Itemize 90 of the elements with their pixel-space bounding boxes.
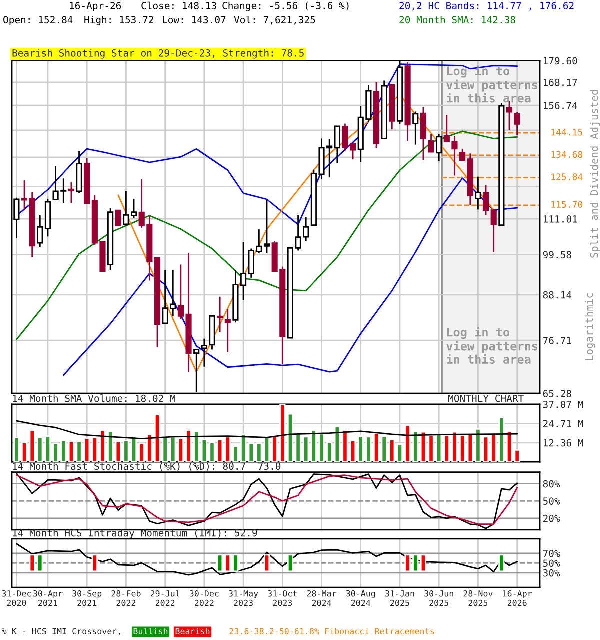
bar [21, 442, 28, 462]
y-tick-label: 30% [543, 569, 560, 577]
x-tick-label: 30-Jun 2025 [424, 590, 454, 606]
candlestick [428, 134, 434, 153]
y-axis-title: Split and Dividend Adjusted [590, 90, 600, 258]
x-tick-label: 31-Oct 2023 [268, 590, 297, 606]
x-tick-label: 31-Jan 2025 [385, 590, 414, 606]
bar [287, 413, 294, 462]
ref-line-label: 115.70 [552, 201, 583, 208]
candlestick [123, 190, 130, 226]
x-tick-label: 28-Mar 2024 [307, 590, 336, 606]
candlestick [514, 111, 520, 136]
candlestick [490, 210, 497, 254]
text: Change: -5.56 (-3.6 %) [222, 2, 349, 12]
y-tick-label: 12.36 M [544, 439, 584, 447]
y-tick-label: 80% [543, 480, 560, 488]
text: Open: 152.84 [4, 16, 73, 26]
text: MONTHLY CHART [448, 394, 524, 402]
x-tick-label: 16-Apr 2026 [503, 590, 532, 606]
y-tick-label: 76.71 [543, 337, 572, 344]
x-tick-label: 29-Jul 2022 [150, 590, 180, 606]
x-tick-label: 28-Feb 2022 [112, 590, 141, 606]
y-tick-label: 179.60 [544, 57, 578, 65]
candlestick [482, 184, 490, 216]
x-tick-label: 30-Apr 2021 [33, 590, 63, 606]
y-tick-label: 156.74 [544, 102, 578, 110]
y-tick-label: 20% [544, 514, 560, 522]
x-tick-label: 28-Nov 2025 [464, 590, 493, 606]
candlestick [21, 180, 28, 210]
annotation: Log in to view patterns in this area [446, 327, 538, 364]
text: Bullish [134, 628, 168, 635]
candlestick [475, 176, 482, 210]
text: Close: 148.13 [142, 2, 216, 10]
y-tick-label: 99.58 [543, 251, 572, 259]
chart-title: Bearish Shooting Star on 29-Dec-23, Strength: 78.5 [12, 49, 304, 59]
y-tick-label: 50% [543, 560, 560, 568]
text: High: 153.72 [84, 16, 154, 26]
x-tick-label: 30-Aug 2024 [346, 590, 376, 606]
text: Logarithmic [585, 293, 596, 360]
candlestick [37, 214, 44, 248]
text: Low: 143.07 [163, 16, 226, 24]
line-series [16, 543, 518, 576]
text: 20,2 HC Bands: 114.77 , 176.62 [400, 2, 574, 11]
band-label: Log in to view patterns in this area [446, 66, 538, 103]
candlestick [264, 199, 270, 254]
y-tick-label: 70% [543, 550, 560, 558]
candlestick [412, 111, 419, 146]
line-series [16, 130, 518, 340]
y-tick-label: 168.17 [544, 78, 578, 86]
y-tick-label: 111.01 [544, 216, 578, 223]
chart-title: 14 Month SMA Volume: 18.02 M [13, 394, 176, 402]
bar [514, 450, 520, 462]
x-tick-label: 30-Sep 2021 [72, 590, 102, 606]
y-tick-label: 65.28 [543, 390, 572, 398]
text: 16-Apr-26 [70, 2, 122, 12]
bar [130, 436, 138, 462]
candlestick [224, 308, 231, 354]
y-tick-label: 88.14 [543, 291, 572, 299]
ref-line-label: 125.84 [552, 174, 583, 180]
x-tick-label: 30-Dec 2022 [190, 590, 219, 606]
candlestick [217, 296, 224, 333]
text: Vol: 7,621,325 [234, 16, 316, 25]
bar [482, 436, 490, 462]
candlestick [115, 210, 122, 226]
text: 20 Month SMA: 142.38 [400, 16, 516, 24]
bar [44, 436, 52, 462]
bar [506, 430, 513, 462]
candlestick [334, 126, 340, 164]
text: % K - HCS IMI Crossover, [2, 628, 120, 636]
ref-line-label: 134.68 [552, 151, 583, 158]
x-tick-label: 31-May 2023 [229, 590, 258, 606]
x-tick-label: 31-Dec 2020 [2, 590, 32, 606]
candlestick [436, 134, 442, 162]
bar [154, 414, 161, 462]
line-series [16, 420, 518, 440]
candlestick [130, 198, 138, 219]
bar [264, 436, 270, 462]
candlestick [460, 148, 466, 162]
bar [396, 444, 404, 462]
ref-line-label: 144.15 [552, 129, 582, 136]
text: 23.6-38.2-50-61.8% Fibonacci Retracements [230, 628, 434, 635]
y-tick-label: 37.07 M [543, 400, 584, 408]
candlestick [68, 182, 74, 204]
chart-title: 14 Month HCS Intraday Momentum (IMI): 52.9 [13, 529, 258, 539]
text: Bearish [176, 628, 210, 635]
y-tick-label: 50% [543, 498, 560, 505]
bar [14, 436, 20, 462]
y-tick-label: 24.71 M [544, 420, 584, 428]
chart-title: 14 Month Fast Stochastic (%K) (%D): 80.7 73.0 [13, 462, 281, 472]
bar [373, 432, 380, 462]
